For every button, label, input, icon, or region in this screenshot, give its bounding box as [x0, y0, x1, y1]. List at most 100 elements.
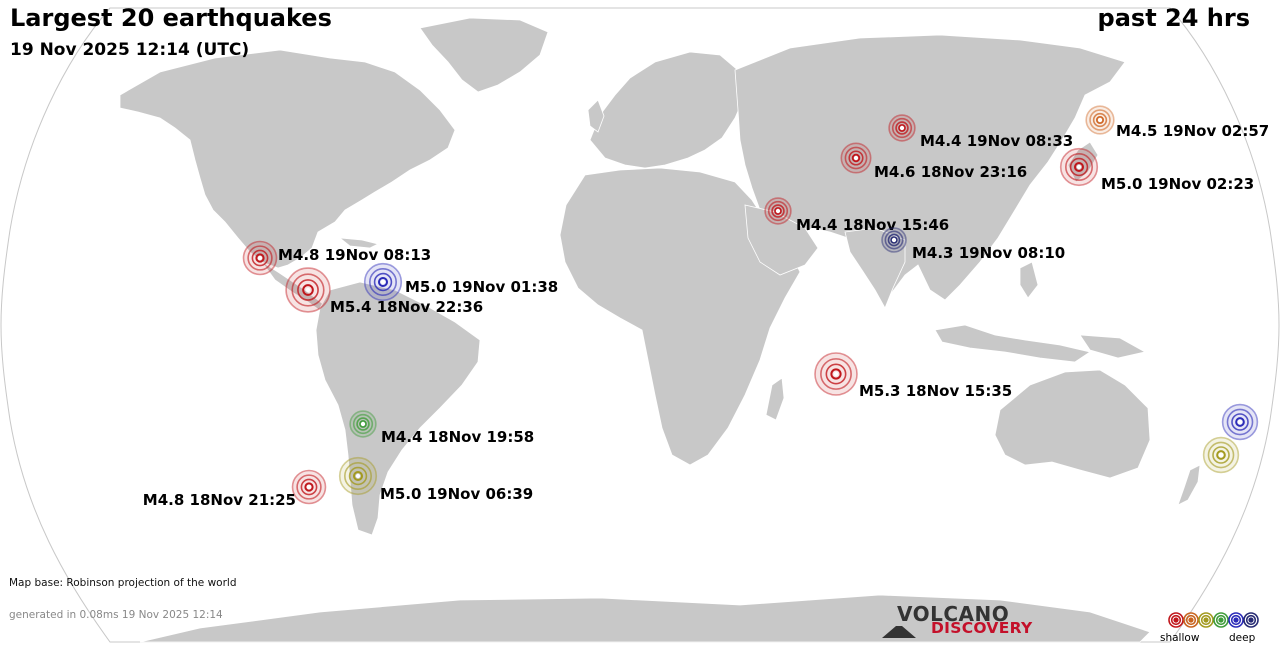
earthquake-ring — [338, 456, 378, 496]
legend-ring — [1170, 614, 1182, 626]
earthquake-ring — [304, 482, 314, 492]
land-africa — [559, 167, 801, 466]
earthquake-label: M5.3 18Nov 15:35 — [859, 382, 1012, 400]
earthquake-ring — [898, 124, 906, 132]
earthquake-ring — [1059, 147, 1099, 187]
earthquake-ring — [891, 117, 913, 139]
earthquake-epicenter — [305, 287, 311, 293]
earthquake-label: M5.0 19Nov 06:39 — [380, 485, 533, 503]
earthquake-marker[interactable]: M5.0 19Nov 06:39 — [338, 456, 534, 503]
legend-ring — [1245, 614, 1257, 626]
earthquake-ring — [767, 200, 789, 222]
earthquake-epicenter — [380, 279, 386, 285]
logo-line-volcano: VOLCANO — [897, 602, 1010, 626]
earthquake-ring — [300, 478, 318, 496]
earthquake-ring — [1073, 161, 1085, 173]
earthquake-ring — [1231, 413, 1249, 431]
legend-depth-swatch — [1183, 612, 1199, 628]
earthquake-label: M4.8 18Nov 21:25 — [143, 491, 296, 509]
earthquake-ring — [895, 121, 909, 135]
earthquake-ring — [881, 227, 907, 253]
earthquake-marker[interactable]: M5.4 18Nov 22:36 — [285, 267, 483, 316]
legend-ring — [1213, 612, 1229, 628]
earthquake-label: M4.8 19Nov 08:13 — [278, 246, 431, 264]
earthquake-ring — [1212, 446, 1230, 464]
legend-depth-swatch — [1228, 612, 1244, 628]
legend-ring — [1173, 617, 1179, 623]
earthquake-epicenter — [257, 255, 263, 261]
legend-ring — [1183, 612, 1199, 628]
earthquake-ring — [348, 466, 368, 486]
earthquake-marker[interactable]: M4.8 18Nov 21:25 — [143, 469, 327, 510]
earthquake-ring — [830, 368, 842, 380]
earthquake-ring — [814, 352, 858, 396]
earthquake-marker[interactable]: M4.4 18Nov 15:46 — [764, 197, 949, 234]
earthquake-epicenter — [1076, 164, 1082, 170]
legend-ring — [1230, 614, 1242, 626]
land-greenland — [419, 17, 549, 93]
earthquake-marker[interactable]: M5.3 18Nov 15:35 — [814, 352, 1012, 400]
earthquake-layer: M4.5 19Nov 02:57 M4.4 19Nov 08:33 M4.6 18N… — [143, 105, 1269, 510]
earthquake-marker[interactable]: M5.0 19Nov 02:23 — [1059, 147, 1255, 193]
earthquake-ring — [255, 253, 265, 263]
earthquake-ring — [302, 284, 314, 296]
legend-ring — [1228, 612, 1244, 628]
earthquake-marker[interactable]: M4.8 19Nov 08:13 — [242, 240, 432, 276]
land-philippines — [1019, 261, 1039, 299]
logo-line-discovery: DISCOVERY — [931, 619, 1033, 637]
land-north-america — [119, 49, 456, 269]
earthquake-ring — [359, 420, 367, 428]
land-new-zealand — [1177, 464, 1201, 506]
earthquake-epicenter — [899, 125, 905, 131]
earthquake-epicenter — [355, 473, 361, 479]
earthquake-ring — [890, 236, 898, 244]
legend-depth-swatch — [1168, 612, 1184, 628]
legend-ring — [1185, 614, 1197, 626]
land-caribbean — [338, 237, 380, 249]
legend-ring — [1168, 612, 1184, 628]
generated-note: generated in 0.08ms 19 Nov 2025 12:14 — [9, 609, 223, 621]
earthquake-label: M4.3 19Nov 08:10 — [912, 244, 1065, 262]
earthquake-epicenter — [853, 155, 859, 161]
earthquake-ring — [377, 276, 389, 288]
legend-ring — [1243, 612, 1259, 628]
earthquake-marker[interactable]: M4.4 18Nov 19:58 — [349, 410, 534, 446]
earthquake-ring — [1092, 112, 1108, 128]
earthquake-ring — [820, 358, 852, 390]
earthquake-ring — [844, 146, 868, 170]
earthquake-marker[interactable]: M4.3 19Nov 08:10 — [881, 227, 1065, 262]
land-madagascar — [765, 377, 785, 421]
earthquake-ring — [825, 363, 847, 385]
legend-ring — [1233, 617, 1239, 623]
land-japan — [1067, 141, 1099, 183]
volcano-discovery-logo[interactable]: VOLCANO DISCOVERY — [880, 602, 1040, 640]
earthquake-marker[interactable] — [1221, 403, 1259, 441]
earthquake-ring — [247, 245, 273, 271]
earthquake-marker[interactable]: M5.0 19Nov 01:38 — [363, 262, 559, 302]
earthquake-ring — [1216, 450, 1226, 460]
earthquake-label: M4.4 19Nov 08:33 — [920, 132, 1073, 150]
earthquake-ring — [1226, 408, 1254, 436]
earthquake-label: M5.0 19Nov 01:38 — [405, 278, 558, 296]
land-uk — [587, 99, 605, 133]
earthquake-marker[interactable]: M4.6 18Nov 23:16 — [840, 142, 1027, 181]
earthquake-ring — [251, 249, 269, 267]
earthquake-ring — [291, 273, 325, 307]
earthquake-ring — [291, 469, 327, 505]
earthquake-ring — [851, 153, 861, 163]
earthquake-epicenter — [775, 208, 781, 214]
earthquake-ring — [1235, 417, 1245, 427]
earthquake-ring — [771, 204, 785, 218]
earthquake-ring — [1065, 153, 1093, 181]
earthquake-epicenter — [360, 421, 366, 427]
earthquake-epicenter — [1097, 117, 1103, 123]
earthquake-marker[interactable]: M4.4 19Nov 08:33 — [888, 114, 1073, 150]
legend-ring — [1203, 617, 1209, 623]
earthquake-epicenter — [306, 484, 312, 490]
earthquake-marker[interactable] — [1202, 436, 1240, 474]
earthquake-ring — [349, 410, 377, 438]
earthquake-marker[interactable]: M4.5 19Nov 02:57 — [1085, 105, 1269, 140]
earthquake-ring — [887, 233, 901, 247]
